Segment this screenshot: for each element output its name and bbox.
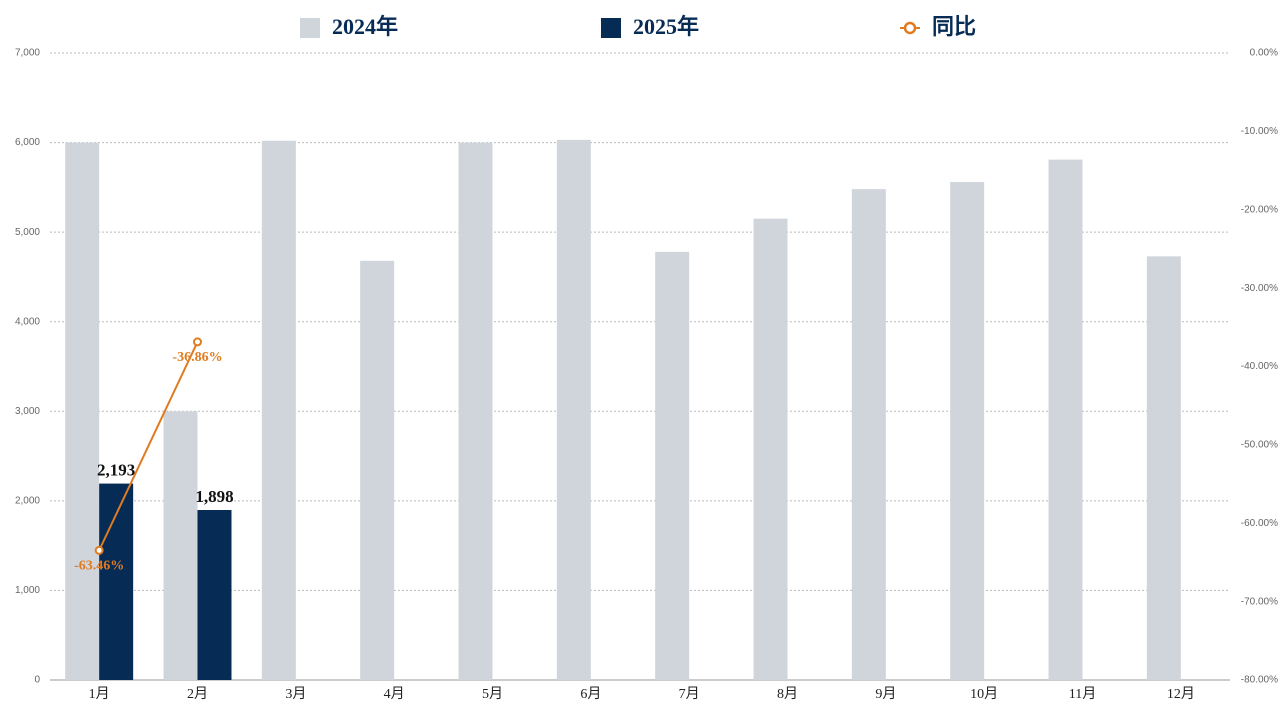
legend-marker bbox=[903, 21, 917, 35]
legend-label: 2024年 bbox=[332, 14, 398, 39]
x-tick-label: 12月 bbox=[1167, 686, 1195, 702]
bar bbox=[65, 142, 100, 681]
line bbox=[98, 341, 199, 551]
x-tick-label: 2月 bbox=[187, 686, 208, 702]
y2-tick-label: -20.00% bbox=[1241, 204, 1278, 215]
y2-tick-label: -80.00% bbox=[1241, 675, 1278, 686]
y-tick-label: 5,000 bbox=[15, 227, 40, 238]
x-tick-label: 10月 bbox=[970, 686, 998, 702]
x-tick-label: 1月 bbox=[89, 686, 110, 702]
y-tick-label: 4,000 bbox=[15, 316, 40, 327]
bar bbox=[163, 411, 198, 680]
bar bbox=[261, 140, 296, 680]
x-tick-label: 5月 bbox=[482, 686, 503, 702]
y-tick-label: 0 bbox=[34, 675, 40, 686]
bar bbox=[950, 181, 985, 681]
x-tick-label: 11月 bbox=[1069, 686, 1096, 702]
bar bbox=[197, 509, 232, 680]
y-tick-label: 7,000 bbox=[15, 48, 40, 59]
line-point bbox=[193, 337, 202, 347]
x-tick-label: 9月 bbox=[875, 686, 896, 702]
x-tick-label: 7月 bbox=[679, 686, 700, 702]
bar bbox=[556, 139, 591, 681]
x-tick-label: 4月 bbox=[384, 686, 405, 702]
legend-label: 2025年 bbox=[633, 14, 699, 39]
y-tick-label: 6,000 bbox=[15, 137, 40, 148]
data-label: 2,193 bbox=[97, 460, 135, 479]
data-label: -36.86% bbox=[172, 350, 222, 365]
bar bbox=[458, 142, 493, 681]
x-tick-label: 3月 bbox=[285, 686, 306, 702]
legend-swatch bbox=[601, 18, 621, 38]
bar bbox=[360, 260, 395, 680]
x-tick-label: 8月 bbox=[777, 686, 798, 702]
line-point bbox=[94, 545, 104, 555]
y-tick-label: 2,000 bbox=[15, 495, 40, 506]
bar bbox=[1048, 159, 1083, 681]
y2-tick-label: 0.00% bbox=[1250, 48, 1278, 59]
bar bbox=[753, 218, 788, 680]
y-tick-label: 1,000 bbox=[15, 585, 40, 596]
y2-tick-label: -60.00% bbox=[1241, 518, 1278, 529]
y2-tick-label: -50.00% bbox=[1241, 440, 1278, 451]
y-tick-label: 3,000 bbox=[15, 406, 40, 417]
y2-tick-label: -30.00% bbox=[1241, 283, 1278, 294]
data-label: -63.46% bbox=[74, 559, 124, 574]
bar bbox=[851, 189, 886, 681]
y2-tick-label: -40.00% bbox=[1241, 361, 1278, 372]
bar bbox=[1146, 256, 1181, 680]
y2-tick-label: -70.00% bbox=[1241, 596, 1278, 607]
bar bbox=[655, 251, 690, 680]
y2-tick-label: -10.00% bbox=[1241, 126, 1278, 137]
x-tick-label: 6月 bbox=[580, 686, 601, 702]
legend-label: 同比 bbox=[932, 14, 976, 39]
data-label: 1,898 bbox=[195, 487, 233, 506]
legend-swatch bbox=[300, 18, 320, 38]
